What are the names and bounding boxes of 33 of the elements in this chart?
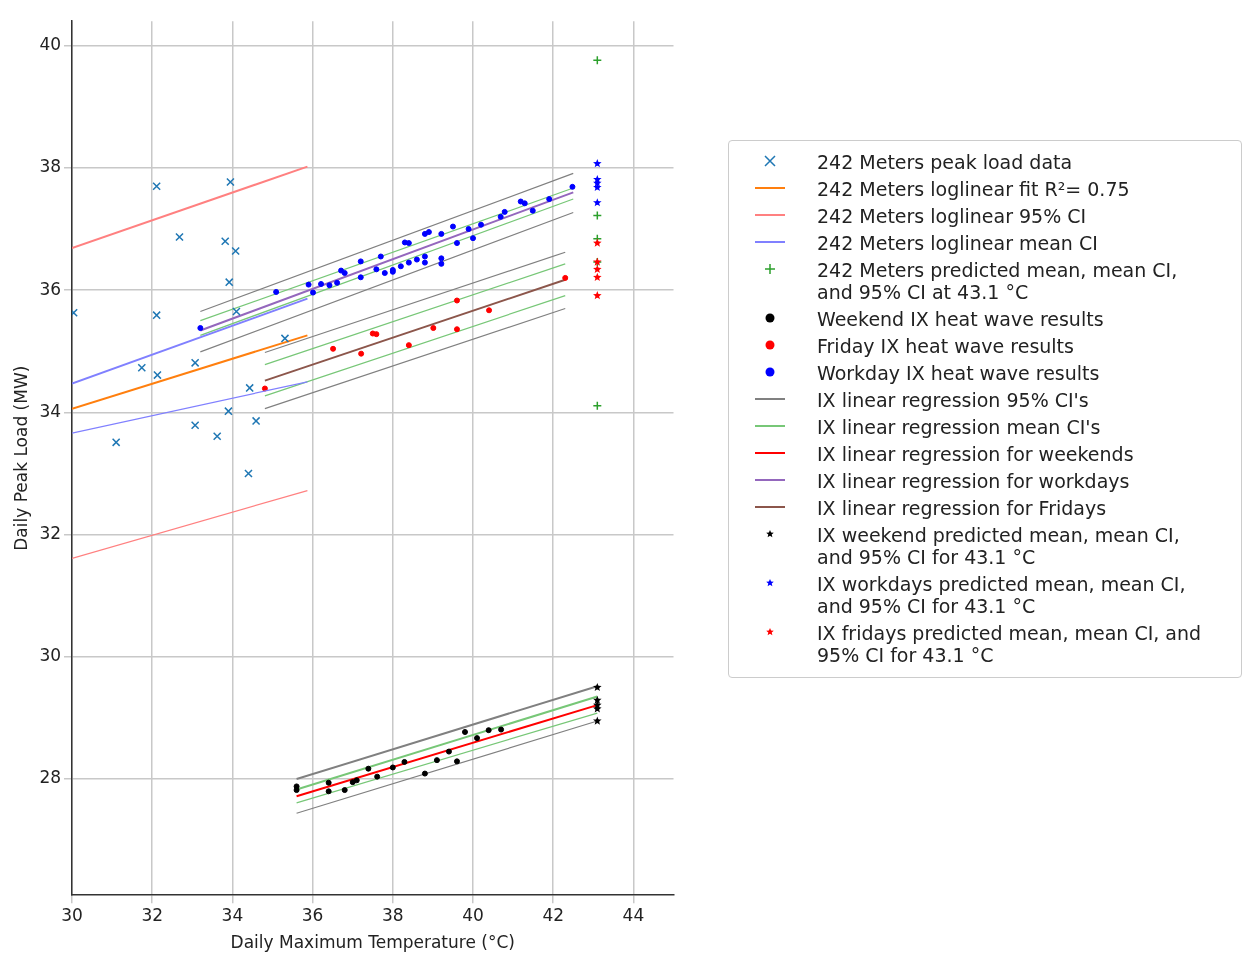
x-tick-label: 38 bbox=[381, 904, 404, 925]
y-tick-label: 38 bbox=[39, 156, 62, 177]
legend-label: IX linear regression for weekends bbox=[817, 443, 1134, 465]
legend-label: Weekend IX heat wave results bbox=[817, 308, 1104, 330]
y-axis-title: Daily Peak Load (MW) bbox=[10, 365, 31, 551]
legend-label: IX linear regression for Fridays bbox=[817, 497, 1107, 519]
legend-label: IX linear regression mean CI's bbox=[817, 416, 1101, 438]
legend-label: 242 Meters loglinear fit R²= 0.75 bbox=[817, 178, 1130, 200]
y-tick-label: 40 bbox=[39, 34, 62, 55]
x-axis-title: Daily Maximum Temperature (°C) bbox=[230, 932, 515, 953]
legend-label: IX linear regression for workdays bbox=[817, 470, 1130, 492]
legend-label: IX fridays predicted mean, mean CI, and 95% CI for 43.1 °C bbox=[817, 622, 1203, 666]
x-tick-label: 44 bbox=[622, 904, 645, 925]
legend-label: IX linear regression 95% CI's bbox=[817, 389, 1089, 411]
y-tick-label: 32 bbox=[39, 523, 62, 544]
legend-label: Workday IX heat wave results bbox=[817, 362, 1100, 384]
y-tick-label: 34 bbox=[39, 400, 62, 421]
x-tick-label: 36 bbox=[301, 904, 324, 925]
x-tick-label: 32 bbox=[141, 904, 164, 925]
legend-label: 242 Meters peak load data bbox=[817, 151, 1073, 173]
y-tick-label: 30 bbox=[39, 645, 62, 666]
y-tick-label: 28 bbox=[39, 767, 62, 788]
legend-label: 242 Meters predicted mean, mean CI, and 95% CI at 43.1 °C bbox=[817, 259, 1179, 303]
x-tick-label: 42 bbox=[542, 904, 565, 925]
x-tick-label: 30 bbox=[61, 904, 83, 925]
legend-label: IX workdays predicted mean, mean CI, and 95% CI for 43.1 °C bbox=[817, 573, 1187, 617]
x-tick-label: 40 bbox=[462, 904, 484, 925]
legend-label: IX weekend predicted mean, mean CI, and 95% CI for 43.1 °C bbox=[817, 524, 1181, 568]
legend-label: Friday IX heat wave results bbox=[817, 335, 1074, 357]
y-tick-label: 36 bbox=[39, 278, 62, 299]
legend-label: 242 Meters loglinear mean CI bbox=[817, 232, 1098, 254]
x-tick-label: 34 bbox=[221, 904, 244, 925]
legend-label: 242 Meters loglinear 95% CI bbox=[817, 205, 1087, 227]
